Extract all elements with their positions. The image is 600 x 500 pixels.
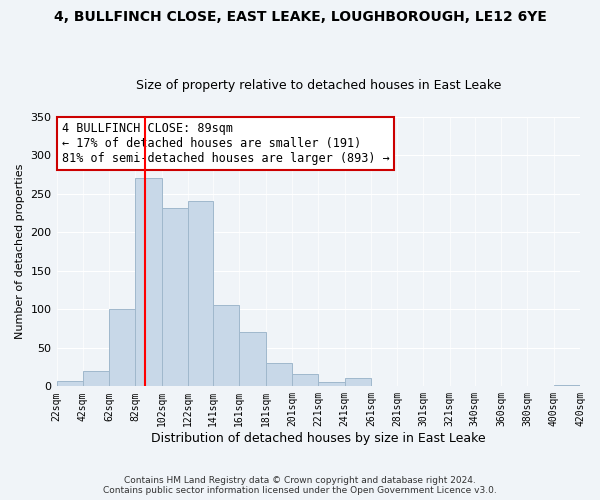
X-axis label: Distribution of detached houses by size in East Leake: Distribution of detached houses by size … (151, 432, 485, 445)
Text: 4, BULLFINCH CLOSE, EAST LEAKE, LOUGHBOROUGH, LE12 6YE: 4, BULLFINCH CLOSE, EAST LEAKE, LOUGHBOR… (53, 10, 547, 24)
Bar (136, 178, 162, 386)
Bar (344, 378, 371, 386)
Bar (554, 385, 580, 386)
Bar (162, 208, 188, 386)
Bar (266, 363, 292, 386)
Bar (109, 310, 136, 386)
Bar (292, 374, 318, 386)
Bar (188, 200, 213, 386)
Text: Contains HM Land Registry data © Crown copyright and database right 2024.
Contai: Contains HM Land Registry data © Crown c… (103, 476, 497, 495)
Bar (318, 382, 344, 386)
Title: Size of property relative to detached houses in East Leake: Size of property relative to detached ho… (136, 79, 501, 92)
Y-axis label: Number of detached properties: Number of detached properties (15, 164, 25, 339)
Text: 4 BULLFINCH CLOSE: 89sqm
← 17% of detached houses are smaller (191)
81% of semi-: 4 BULLFINCH CLOSE: 89sqm ← 17% of detach… (62, 122, 389, 165)
Bar (83, 371, 109, 386)
Bar (56, 381, 83, 386)
Bar (213, 304, 239, 386)
Bar (239, 332, 266, 386)
